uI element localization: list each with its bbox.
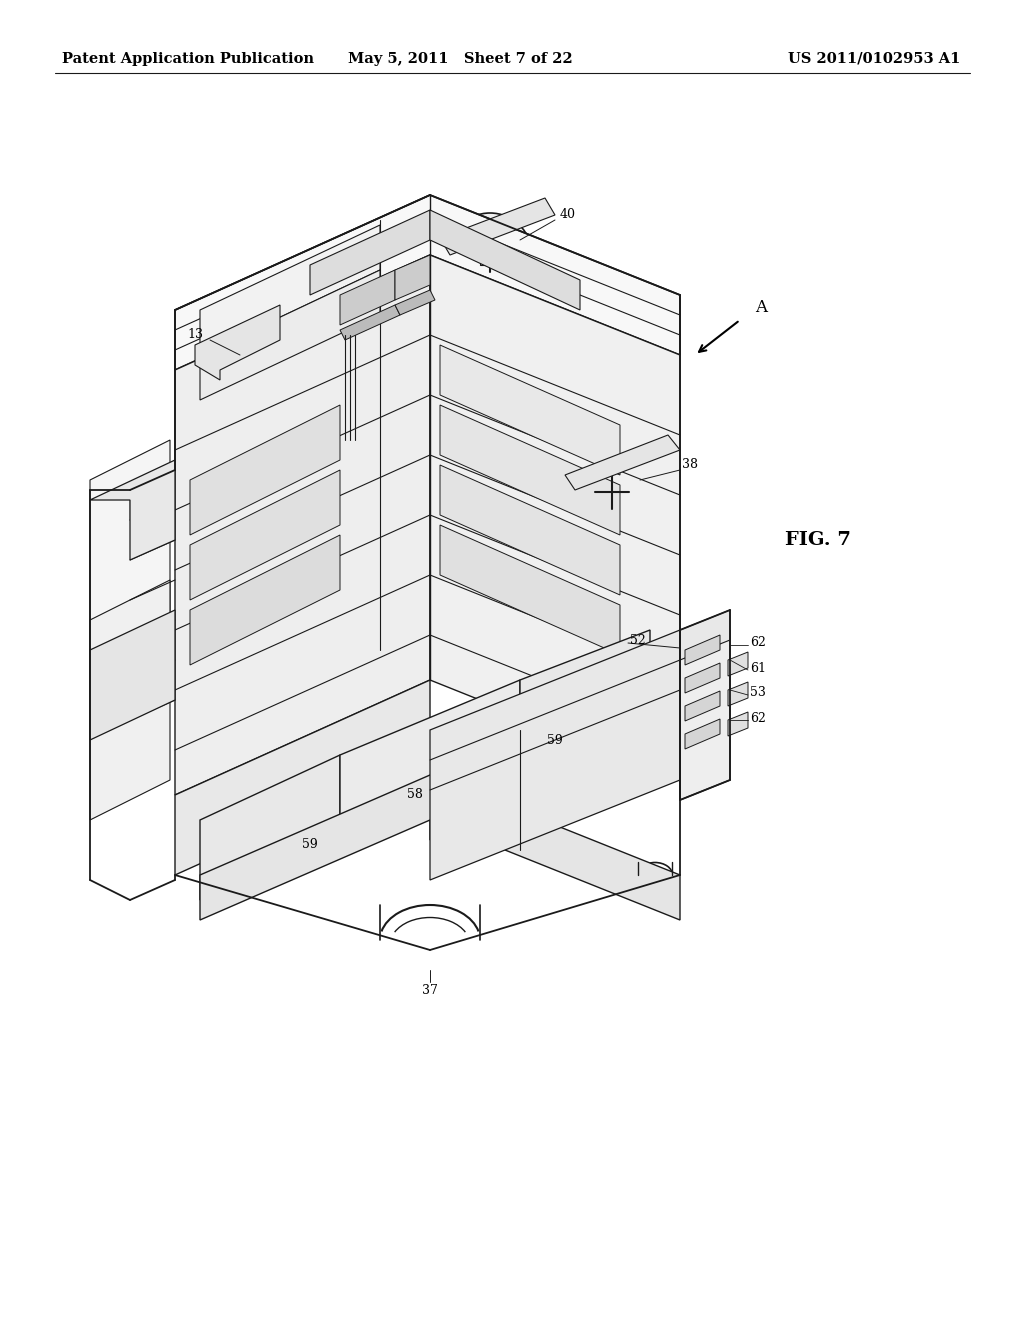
Polygon shape: [440, 345, 620, 475]
Text: 62: 62: [750, 636, 766, 649]
Polygon shape: [430, 660, 680, 840]
Polygon shape: [90, 680, 170, 820]
Polygon shape: [90, 440, 170, 660]
Text: 52: 52: [630, 634, 646, 647]
Polygon shape: [340, 271, 395, 325]
Polygon shape: [395, 255, 430, 300]
Polygon shape: [440, 198, 555, 255]
Polygon shape: [685, 663, 720, 693]
Polygon shape: [565, 436, 680, 490]
Circle shape: [449, 213, 532, 297]
Polygon shape: [90, 610, 175, 741]
Polygon shape: [200, 224, 380, 355]
Text: 59: 59: [547, 734, 563, 747]
Polygon shape: [195, 305, 280, 380]
Polygon shape: [190, 535, 340, 665]
Polygon shape: [310, 210, 430, 294]
Text: FIG. 7: FIG. 7: [785, 531, 851, 549]
Polygon shape: [200, 755, 340, 900]
Polygon shape: [480, 246, 500, 265]
Polygon shape: [430, 630, 680, 880]
Polygon shape: [190, 405, 340, 535]
Polygon shape: [520, 630, 650, 760]
Text: 58: 58: [408, 788, 423, 801]
Polygon shape: [728, 711, 748, 737]
Text: US 2011/0102953 A1: US 2011/0102953 A1: [787, 51, 961, 66]
Text: 37: 37: [422, 983, 438, 997]
Circle shape: [455, 220, 525, 290]
Polygon shape: [395, 290, 435, 315]
Polygon shape: [200, 271, 380, 400]
Polygon shape: [680, 630, 730, 800]
Text: 40: 40: [560, 209, 575, 222]
Polygon shape: [90, 459, 175, 560]
Polygon shape: [175, 255, 430, 795]
Text: 53: 53: [750, 686, 766, 700]
Circle shape: [230, 531, 290, 590]
Polygon shape: [685, 690, 720, 721]
Text: Patent Application Publication: Patent Application Publication: [62, 51, 314, 66]
Polygon shape: [190, 470, 340, 601]
Text: May 5, 2011   Sheet 7 of 22: May 5, 2011 Sheet 7 of 22: [347, 51, 572, 66]
Polygon shape: [680, 610, 730, 660]
Polygon shape: [728, 682, 748, 706]
Circle shape: [570, 450, 654, 535]
Text: 61: 61: [750, 661, 766, 675]
Polygon shape: [440, 405, 620, 535]
Text: 13: 13: [187, 329, 203, 342]
Polygon shape: [90, 579, 170, 719]
Text: A: A: [755, 300, 767, 317]
Polygon shape: [728, 652, 748, 676]
Polygon shape: [340, 680, 520, 836]
Circle shape: [577, 457, 647, 527]
Polygon shape: [175, 680, 430, 875]
Polygon shape: [685, 719, 720, 748]
Polygon shape: [440, 465, 620, 595]
Text: 38: 38: [682, 458, 698, 471]
Text: 59: 59: [302, 838, 317, 851]
Circle shape: [472, 238, 508, 273]
Circle shape: [222, 521, 298, 598]
Polygon shape: [340, 305, 400, 341]
Text: 62: 62: [750, 711, 766, 725]
Circle shape: [594, 474, 630, 510]
Polygon shape: [685, 635, 720, 665]
Polygon shape: [175, 195, 680, 370]
Polygon shape: [200, 775, 680, 920]
Polygon shape: [430, 255, 680, 780]
Polygon shape: [440, 525, 620, 655]
Polygon shape: [430, 210, 580, 310]
